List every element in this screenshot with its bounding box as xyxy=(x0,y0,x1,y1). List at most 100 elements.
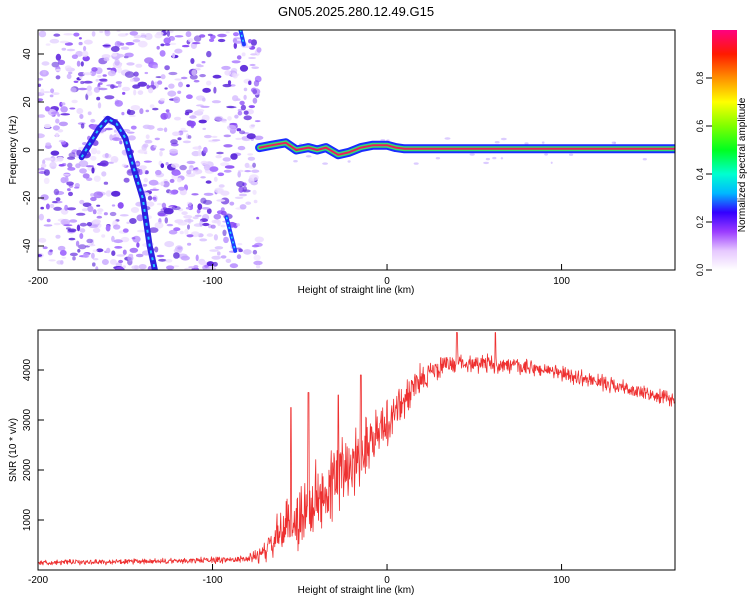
noise-blob xyxy=(254,120,261,123)
noise-blob xyxy=(184,267,191,270)
noise-blob xyxy=(92,262,96,267)
noise-blob xyxy=(133,34,142,39)
tick-label: 20 xyxy=(22,96,33,108)
noise-blob xyxy=(215,155,222,159)
noise-blob xyxy=(87,244,96,247)
noise-blob xyxy=(105,190,112,197)
noise-blob xyxy=(178,186,186,191)
noise-blob xyxy=(213,234,218,241)
noise-blob xyxy=(82,202,92,208)
noise-blob xyxy=(58,121,68,127)
noise-blob xyxy=(129,218,137,224)
noise-blob xyxy=(130,105,141,111)
noise-blob xyxy=(211,135,218,138)
noise-blob xyxy=(197,149,202,157)
noise-blob xyxy=(127,135,136,141)
noise-blob xyxy=(104,95,115,100)
noise-blob xyxy=(202,146,208,154)
noise-blob xyxy=(86,222,92,227)
noise-blob xyxy=(69,107,76,110)
noise-blob xyxy=(111,190,121,197)
noise-blob xyxy=(190,58,195,64)
noise-blob xyxy=(209,249,219,252)
noise-blob xyxy=(206,233,214,237)
noise-blob xyxy=(201,61,206,64)
noise-blob xyxy=(120,46,130,50)
noise-blob xyxy=(68,191,73,197)
noise-blob xyxy=(243,115,252,121)
noise-blob xyxy=(104,153,109,158)
noise-speck xyxy=(494,141,500,144)
noise-blob xyxy=(253,260,263,266)
noise-blob xyxy=(77,248,81,253)
noise-blob xyxy=(52,125,60,131)
noise-blob xyxy=(38,114,46,118)
noise-blob xyxy=(144,170,149,175)
noise-blob xyxy=(60,113,71,116)
spectrogram-x-ticks: -200 -100 0 100 xyxy=(28,264,570,287)
noise-blob xyxy=(149,104,155,109)
noise-blob xyxy=(173,227,181,232)
colorbar-label: Normalized spectral amplitude xyxy=(737,97,748,232)
noise-blob xyxy=(193,35,202,42)
noise-blob xyxy=(243,249,252,255)
noise-blob xyxy=(213,176,218,182)
noise-blob xyxy=(58,164,65,167)
noise-blob xyxy=(97,208,104,213)
noise-blob xyxy=(80,80,85,85)
noise-blob xyxy=(204,134,212,139)
noise-blob xyxy=(119,140,123,145)
tick-label: 100 xyxy=(553,575,570,586)
noise-blob xyxy=(157,212,166,217)
noise-blob xyxy=(91,67,98,72)
noise-blob xyxy=(132,84,141,89)
noise-blob xyxy=(252,162,256,168)
colorbar-tick-label: 0.2 xyxy=(695,216,705,229)
noise-blob xyxy=(61,102,66,106)
noise-blob xyxy=(189,74,198,80)
noise-speck xyxy=(485,157,490,161)
noise-blob xyxy=(199,74,206,78)
noise-speck xyxy=(500,137,507,141)
noise-blob xyxy=(78,41,83,46)
noise-blob xyxy=(223,169,232,173)
noise-blob xyxy=(81,208,89,212)
noise-blob xyxy=(171,163,180,169)
noise-blob xyxy=(229,263,239,269)
noise-blob xyxy=(200,176,206,179)
noise-blob xyxy=(43,224,53,227)
noise-blob xyxy=(55,75,61,80)
noise-blob xyxy=(91,252,95,259)
noise-blob xyxy=(153,145,157,148)
noise-blob xyxy=(206,80,212,86)
noise-blob xyxy=(44,123,51,129)
noise-blob xyxy=(186,169,192,175)
noise-blob xyxy=(55,234,61,239)
noise-blob xyxy=(191,42,201,45)
noise-blob xyxy=(187,224,190,230)
noise-blob xyxy=(209,166,219,172)
noise-blob xyxy=(90,155,97,161)
noise-blob xyxy=(172,131,180,137)
noise-blob xyxy=(90,193,95,197)
noise-blob xyxy=(164,241,175,248)
noise-blob xyxy=(231,72,237,78)
noise-blob xyxy=(239,64,249,72)
noise-blob xyxy=(64,65,72,71)
noise-blob xyxy=(157,127,164,131)
noise-blob xyxy=(61,47,67,51)
noise-blob xyxy=(238,248,243,253)
noise-blob xyxy=(169,148,179,154)
noise-blob xyxy=(79,222,88,227)
noise-blob xyxy=(165,109,170,113)
noise-blob xyxy=(223,236,229,244)
noise-blob xyxy=(144,192,150,197)
noise-blob xyxy=(180,127,186,131)
noise-blob xyxy=(225,258,232,263)
noise-blob xyxy=(213,213,222,220)
noise-blob xyxy=(63,224,73,227)
noise-blob xyxy=(233,32,239,37)
noise-blob xyxy=(142,168,146,174)
noise-speck xyxy=(550,161,553,164)
noise-blob xyxy=(181,211,188,216)
